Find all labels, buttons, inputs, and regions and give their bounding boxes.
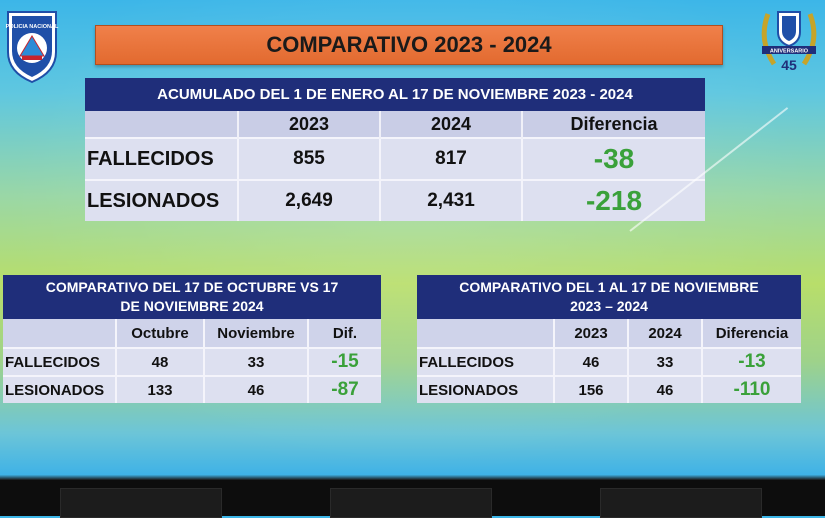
cell-value: 855 [238,137,381,180]
bezel-panel [60,488,222,518]
row-label-lesionados: LESIONADOS [3,375,117,403]
cell-value: 46 [628,375,703,403]
cell-value: 46 [204,375,309,403]
row-label-fallecidos: FALLECIDOS [3,347,117,376]
november-table-header: COMPARATIVO DEL 1 AL 17 DE NOVIEMBRE 202… [417,275,801,319]
november-table: COMPARATIVO DEL 1 AL 17 DE NOVIEMBRE 202… [417,275,801,403]
column-header-noviembre: Noviembre [204,319,309,348]
header-line: DE NOVIEMBRE 2024 [120,298,264,314]
cell-difference: -87 [308,375,381,403]
column-header-empty [417,319,555,348]
column-header-empty [3,319,117,348]
cell-value: 48 [116,347,205,376]
table-row: LESIONADOS 156 46 -110 [417,375,801,403]
header-line: COMPARATIVO DEL 1 AL 17 DE NOVIEMBRE [459,279,759,295]
table-row: FALLECIDOS 855 817 -38 [85,137,705,180]
logo-right-number: 45 [781,57,797,73]
october-november-table-header: COMPARATIVO DEL 17 DE OCTUBRE VS 17 DE N… [3,275,381,319]
cell-value: 33 [628,347,703,376]
bottom-bezel [0,480,825,518]
column-header-2023: 2023 [554,319,629,348]
cell-value: 156 [554,375,629,403]
logo-left-text: POLICIA NACIONAL [6,24,59,30]
column-header-2024: 2024 [628,319,703,348]
header-line: 2023 – 2024 [570,298,648,314]
cell-value: 133 [116,375,205,403]
table-row: FALLECIDOS 46 33 -13 [417,347,801,376]
cell-difference: -13 [702,347,801,376]
cell-value: 2,649 [238,179,381,221]
column-header-diferencia: Diferencia [702,319,801,348]
cell-value: 817 [380,137,523,180]
logo-right-text: ANIVERSARIO [770,49,809,55]
police-shield-logo: POLICIA NACIONAL [6,11,59,84]
row-label-fallecidos: FALLECIDOS [85,137,239,180]
anniversary-laurel-logo: ANIVERSARIO 45 [761,11,817,73]
row-label-lesionados: LESIONADOS [417,375,555,403]
cell-value: 33 [204,347,309,376]
column-header-2024: 2024 [380,111,523,138]
cell-difference: -38 [522,137,705,180]
cell-difference: -218 [522,179,705,221]
screen-background [0,0,825,480]
row-label-lesionados: LESIONADOS [85,179,239,221]
column-header-octubre: Octubre [116,319,205,348]
column-header-diferencia: Diferencia [522,111,705,138]
bezel-panel [330,488,492,518]
column-header-2023: 2023 [238,111,381,138]
bezel-panel [600,488,762,518]
october-november-table: COMPARATIVO DEL 17 DE OCTUBRE VS 17 DE N… [3,275,381,403]
cell-difference: -15 [308,347,381,376]
cell-difference: -110 [702,375,801,403]
table-row: LESIONADOS 133 46 -87 [3,375,381,403]
column-header-dif: Dif. [308,319,381,348]
page-title: COMPARATIVO 2023 - 2024 [95,25,723,65]
cell-value: 2,431 [380,179,523,221]
row-label-fallecidos: FALLECIDOS [417,347,555,376]
accumulated-table-header: ACUMULADO DEL 1 DE ENERO AL 17 DE NOVIEM… [85,78,705,111]
accumulated-table: ACUMULADO DEL 1 DE ENERO AL 17 DE NOVIEM… [85,78,705,221]
table-row: LESIONADOS 2,649 2,431 -218 [85,179,705,221]
header-line: COMPARATIVO DEL 17 DE OCTUBRE VS 17 [45,279,339,295]
cell-value: 46 [554,347,629,376]
column-header-empty [85,111,239,138]
table-row: FALLECIDOS 48 33 -15 [3,347,381,376]
